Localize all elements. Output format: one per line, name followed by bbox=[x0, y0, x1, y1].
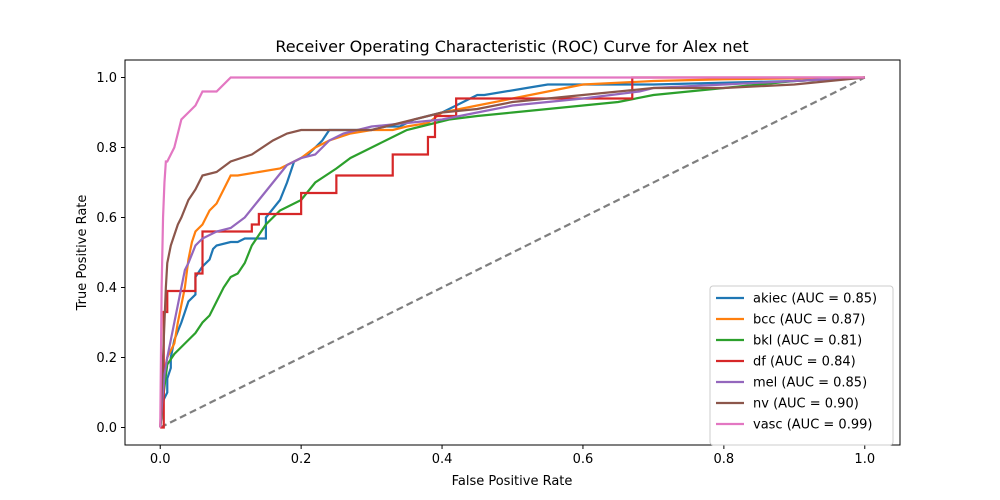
roc-line-nv bbox=[159, 76, 865, 428]
y-tick-label: 0.6 bbox=[96, 211, 117, 226]
diagonal-reference-line bbox=[159, 76, 866, 429]
x-axis-label: False Positive Rate bbox=[452, 474, 573, 489]
legend-label: nv (AUC = 0.90) bbox=[753, 397, 859, 412]
legend: akiec (AUC = 0.85) bcc (AUC = 0.87) bkl (A… bbox=[709, 285, 894, 446]
roc-line-vasc bbox=[159, 76, 865, 428]
x-tick-label: 0.4 bbox=[432, 452, 453, 467]
plot-frame bbox=[124, 59, 901, 446]
legend-label: mel (AUC = 0.85) bbox=[753, 376, 867, 391]
legend-label: vasc (AUC = 0.99) bbox=[753, 418, 872, 433]
roc-line-bkl bbox=[159, 76, 865, 428]
legend-box bbox=[709, 285, 894, 446]
y-tick-label: 1.0 bbox=[96, 71, 117, 86]
y-tick-label: 0.2 bbox=[96, 351, 117, 366]
x-tick-label: 0.0 bbox=[150, 452, 171, 467]
legend-label: bkl (AUC = 0.81) bbox=[753, 334, 862, 349]
legend-label: bcc (AUC = 0.87) bbox=[753, 313, 865, 328]
chart-title: Receiver Operating Characteristic (ROC) … bbox=[275, 37, 748, 56]
x-tick-label: 0.6 bbox=[573, 452, 594, 467]
roc-line-mel bbox=[159, 76, 865, 428]
x-tick-label: 0.2 bbox=[291, 452, 312, 467]
y-tick-label: 0.4 bbox=[96, 281, 117, 296]
x-tick-label: 1.0 bbox=[854, 452, 875, 467]
x-tick-label: 0.8 bbox=[714, 452, 735, 467]
y-tick-label: 0.0 bbox=[96, 421, 117, 436]
legend-label: df (AUC = 0.84) bbox=[753, 355, 856, 370]
legend-label: akiec (AUC = 0.85) bbox=[753, 292, 877, 307]
y-axis-label: True Positive Rate bbox=[75, 195, 90, 312]
y-tick-label: 0.8 bbox=[96, 141, 117, 156]
roc-line-bcc bbox=[159, 76, 865, 428]
